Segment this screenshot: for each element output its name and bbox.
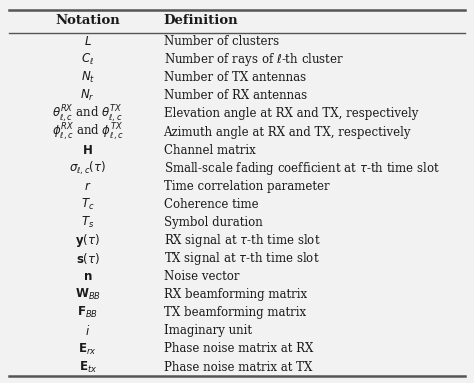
Text: Notation: Notation (55, 14, 120, 27)
Text: $i$: $i$ (85, 324, 90, 338)
Text: TX signal at $\tau$-th time slot: TX signal at $\tau$-th time slot (164, 250, 319, 267)
Text: Channel matrix: Channel matrix (164, 144, 255, 157)
Text: $N_t$: $N_t$ (81, 70, 95, 85)
Text: Number of TX antennas: Number of TX antennas (164, 71, 306, 84)
Text: Definition: Definition (164, 14, 238, 27)
Text: $r$: $r$ (84, 180, 91, 193)
Text: $N_r$: $N_r$ (81, 88, 95, 103)
Text: $\mathbf{n}$: $\mathbf{n}$ (83, 270, 92, 283)
Text: $\sigma_{\ell,c}(\tau)$: $\sigma_{\ell,c}(\tau)$ (69, 159, 106, 177)
Text: $\mathbf{y}(\tau)$: $\mathbf{y}(\tau)$ (75, 232, 100, 249)
Text: $\mathbf{s}(\tau)$: $\mathbf{s}(\tau)$ (75, 251, 100, 266)
Text: $T_c$: $T_c$ (81, 197, 94, 212)
Text: Number of RX antennas: Number of RX antennas (164, 89, 307, 102)
Text: RX signal at $\tau$-th time slot: RX signal at $\tau$-th time slot (164, 232, 320, 249)
Text: Symbol duration: Symbol duration (164, 216, 262, 229)
Text: Elevation angle at RX and TX, respectively: Elevation angle at RX and TX, respective… (164, 107, 418, 120)
Text: $\theta_{\ell,c}^{RX}$ and $\theta_{\ell,c}^{TX}$: $\theta_{\ell,c}^{RX}$ and $\theta_{\ell… (53, 103, 123, 124)
Text: RX beamforming matrix: RX beamforming matrix (164, 288, 307, 301)
Text: $C_{\ell}$: $C_{\ell}$ (81, 52, 94, 67)
Text: Phase noise matrix at RX: Phase noise matrix at RX (164, 342, 313, 355)
Text: Imaginary unit: Imaginary unit (164, 324, 252, 337)
Text: $L$: $L$ (84, 35, 91, 48)
Text: Number of clusters: Number of clusters (164, 35, 279, 48)
Text: $\mathbf{W}_{BB}$: $\mathbf{W}_{BB}$ (75, 287, 100, 302)
Text: Noise vector: Noise vector (164, 270, 239, 283)
Text: $\mathbf{E}_{rx}$: $\mathbf{E}_{rx}$ (79, 341, 97, 357)
Text: $\phi_{\ell,c}^{RX}$ and $\phi_{\ell,c}^{TX}$: $\phi_{\ell,c}^{RX}$ and $\phi_{\ell,c}^… (52, 121, 124, 143)
Text: $T_s$: $T_s$ (81, 215, 94, 230)
Text: Phase noise matrix at TX: Phase noise matrix at TX (164, 360, 312, 373)
Text: $\mathbf{F}_{BB}$: $\mathbf{F}_{BB}$ (77, 305, 98, 320)
Text: Coherence time: Coherence time (164, 198, 258, 211)
Text: Number of rays of $\ell$-th cluster: Number of rays of $\ell$-th cluster (164, 51, 344, 68)
Text: TX beamforming matrix: TX beamforming matrix (164, 306, 306, 319)
Text: Azimuth angle at RX and TX, respectively: Azimuth angle at RX and TX, respectively (164, 126, 411, 139)
Text: Small-scale fading coefficient at $\tau$-th time slot: Small-scale fading coefficient at $\tau$… (164, 160, 439, 177)
Text: $\mathbf{E}_{tx}$: $\mathbf{E}_{tx}$ (79, 360, 97, 375)
Text: Time correlation parameter: Time correlation parameter (164, 180, 329, 193)
Text: $\mathbf{H}$: $\mathbf{H}$ (82, 144, 93, 157)
